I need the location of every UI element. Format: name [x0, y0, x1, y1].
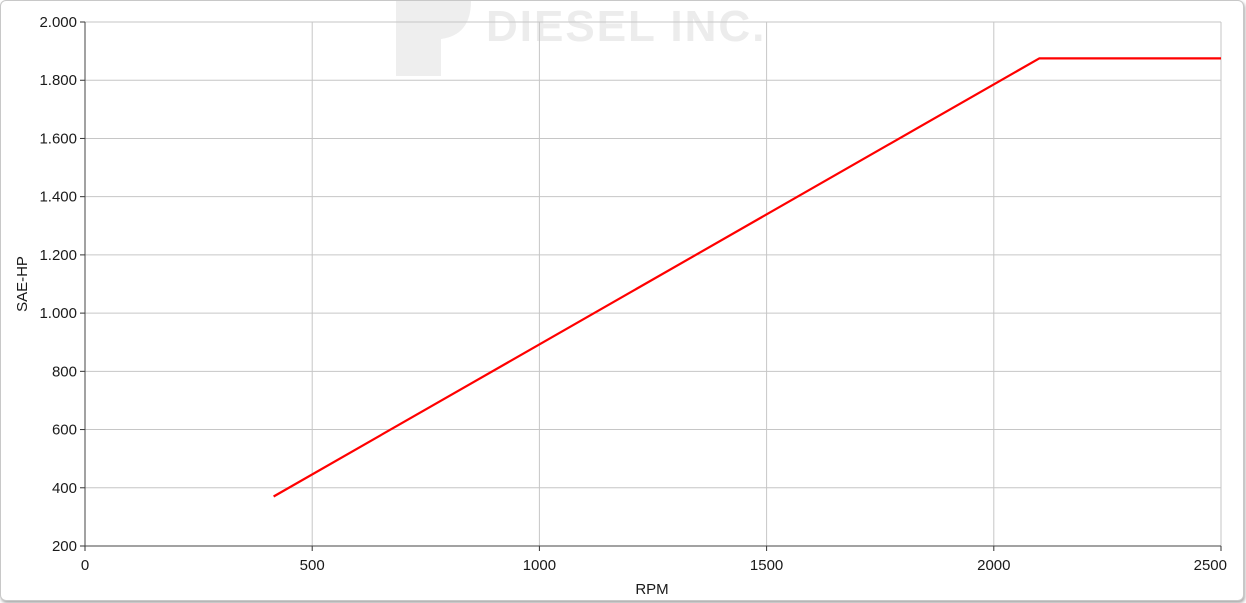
- y-tick-label: 200: [52, 538, 77, 555]
- y-tick-label: 600: [52, 422, 77, 439]
- x-tick-label: 0: [81, 557, 89, 574]
- x-tick-label: 1500: [750, 557, 783, 574]
- grid: [84, 21, 1222, 547]
- y-tick-label: 800: [52, 363, 77, 380]
- x-tick-label: 1000: [523, 557, 556, 574]
- watermark: DIESEL INC.: [396, 1, 766, 76]
- x-tick-label: 2000: [977, 557, 1010, 574]
- x-axis-label: RPM: [635, 581, 668, 598]
- y-tick-label: 1.200: [39, 247, 77, 264]
- y-tick-label: 2.000: [39, 14, 77, 31]
- tick-labels: 200 400 600 800 1.000 1.200 1.400 1.600 1.800 2.0…: [39, 14, 1227, 574]
- series-line: [273, 57, 1221, 498]
- y-tick-label: 1.600: [39, 130, 77, 147]
- y-tick-label: 1.800: [39, 72, 77, 89]
- y-tick-label: 400: [52, 480, 77, 497]
- x-tick-label: 500: [300, 557, 325, 574]
- axes: [80, 21, 1222, 551]
- y-axis-label: SAE-HP: [14, 256, 31, 312]
- series: [273, 57, 1221, 498]
- y-tick-label: 1.400: [39, 189, 77, 206]
- watermark-text: DIESEL INC.: [486, 2, 766, 51]
- watermark-logo: [396, 1, 471, 76]
- y-tick-label: 1.000: [39, 305, 77, 322]
- x-tick-label: 2500: [1194, 557, 1227, 574]
